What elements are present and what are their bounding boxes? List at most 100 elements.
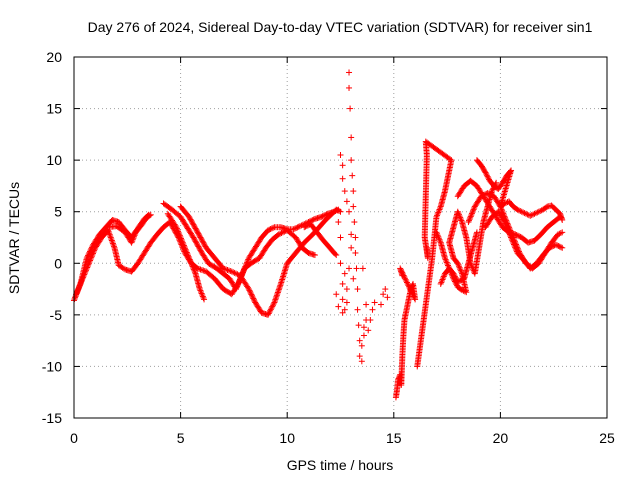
- data-point: [531, 210, 538, 217]
- data-point: [349, 172, 356, 179]
- data-point: [333, 252, 340, 259]
- data-point: [294, 224, 301, 231]
- data-point: [433, 229, 440, 236]
- data-point: [186, 215, 193, 222]
- data-point: [231, 269, 238, 276]
- data-point: [485, 175, 492, 182]
- data-point: [454, 208, 461, 215]
- data-point: [522, 210, 529, 217]
- data-point: [339, 280, 346, 287]
- data-point: [91, 247, 98, 254]
- data-point: [235, 280, 242, 287]
- data-point: [320, 212, 327, 219]
- data-point: [309, 217, 316, 224]
- data-point: [473, 229, 480, 236]
- data-point: [341, 188, 348, 195]
- data-point: [452, 274, 459, 281]
- data-point: [382, 286, 389, 293]
- data-point: [247, 290, 254, 297]
- data-point: [178, 242, 185, 249]
- data-point: [77, 279, 84, 286]
- data-point: [310, 216, 317, 223]
- data-point: [559, 244, 566, 251]
- data-point: [510, 240, 517, 247]
- data-point: [367, 317, 374, 324]
- data-point: [193, 240, 200, 247]
- data-point: [455, 263, 462, 270]
- data-point: [401, 275, 408, 282]
- data-point: [86, 258, 93, 265]
- data-point: [147, 211, 154, 218]
- data-point: [355, 322, 362, 329]
- data-point: [76, 282, 83, 289]
- data-point: [334, 207, 341, 214]
- data-point: [107, 234, 114, 241]
- data-point: [89, 251, 96, 258]
- data-point: [435, 233, 442, 240]
- data-point: [485, 190, 492, 197]
- data-point: [198, 235, 205, 242]
- data-point: [167, 220, 174, 227]
- data-point: [303, 222, 310, 229]
- data-point: [75, 285, 82, 292]
- grid: [74, 57, 607, 418]
- data-point: [105, 228, 112, 235]
- data-point: [225, 267, 232, 274]
- data-point: [343, 198, 350, 205]
- data-point: [471, 204, 478, 211]
- data-point: [402, 276, 409, 283]
- data-point: [465, 219, 472, 226]
- data-point: [534, 209, 541, 216]
- data-point: [546, 244, 553, 251]
- data-point: [459, 287, 466, 294]
- data-point: [528, 212, 535, 219]
- data-point: [198, 266, 205, 273]
- data-point: [81, 271, 88, 278]
- data-point: [404, 280, 411, 287]
- data-point: [230, 269, 237, 276]
- x-tick-label: 15: [386, 430, 402, 446]
- data-point: [341, 306, 348, 313]
- data-point: [456, 213, 463, 220]
- x-tick-label: 0: [70, 430, 78, 446]
- data-point: [351, 219, 358, 226]
- chart-title: Day 276 of 2024, Sidereal Day-to-day VTE…: [88, 19, 593, 35]
- y-tick-label: -15: [42, 410, 62, 426]
- data-point: [91, 246, 98, 253]
- data-point: [535, 208, 542, 215]
- data-point: [181, 248, 188, 255]
- data-point: [530, 211, 537, 218]
- data-point: [337, 234, 344, 241]
- data-point: [197, 247, 204, 254]
- data-point: [468, 210, 475, 217]
- data-point: [403, 278, 410, 285]
- data-point: [514, 232, 521, 239]
- data-point: [85, 252, 92, 259]
- data-point: [201, 240, 208, 247]
- data-point: [348, 134, 355, 141]
- data-point: [199, 238, 206, 245]
- data-point: [548, 243, 555, 250]
- data-point: [290, 226, 297, 233]
- data-point: [277, 230, 284, 237]
- data-point: [188, 219, 195, 226]
- data-point: [198, 237, 205, 244]
- data-point: [346, 84, 353, 91]
- data-point: [247, 288, 254, 295]
- data-point: [249, 292, 256, 299]
- data-point: [457, 267, 464, 274]
- data-point: [233, 270, 240, 277]
- data-point: [337, 151, 344, 158]
- data-point: [251, 298, 258, 305]
- data-point: [442, 256, 449, 263]
- data-point: [359, 265, 366, 272]
- data-point: [348, 157, 355, 164]
- data-point: [87, 256, 94, 263]
- data-point: [457, 266, 464, 273]
- data-point: [179, 244, 186, 251]
- data-point: [268, 225, 275, 232]
- data-point: [433, 213, 440, 220]
- data-point: [267, 306, 274, 313]
- data-point: [339, 175, 346, 182]
- data-point: [550, 242, 557, 249]
